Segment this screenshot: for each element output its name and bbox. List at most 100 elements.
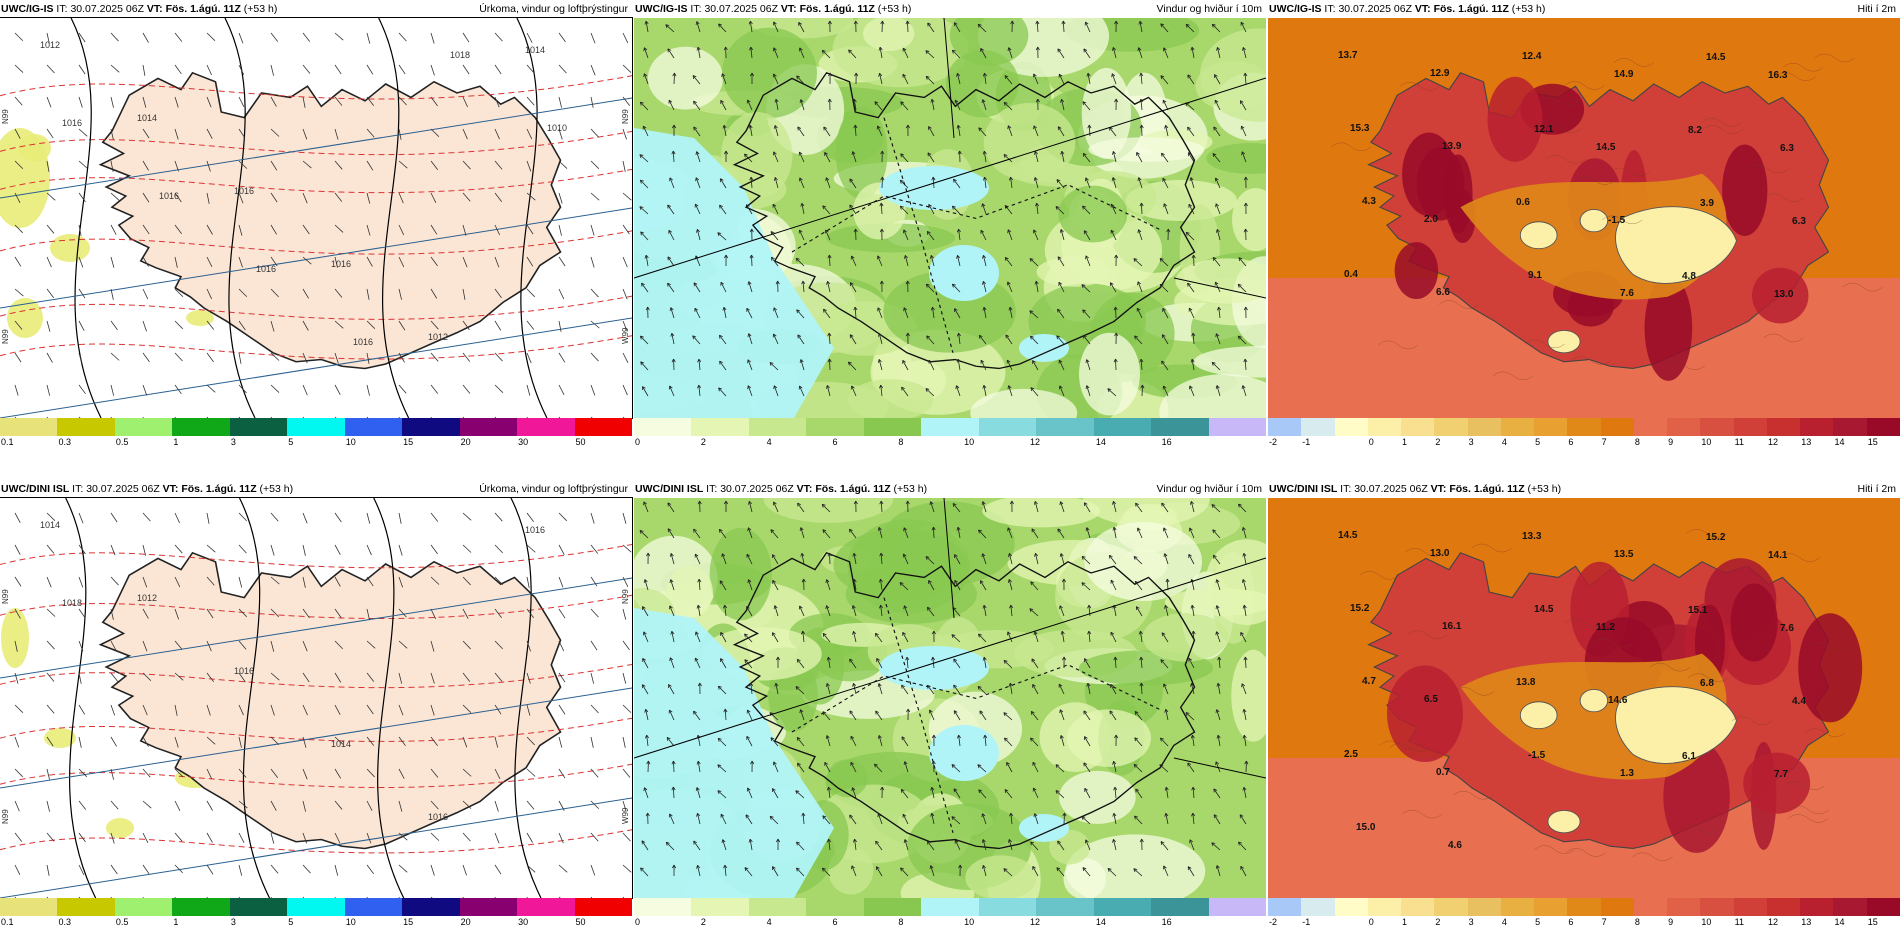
colorbar-tick-label: 2: [700, 917, 706, 927]
temperature-value-label: 0.7: [1436, 767, 1450, 778]
colorbar-tick-label: 12: [1767, 437, 1778, 447]
colorbar: 0.1 0.3 0.5 1 3 5 10 15 20 30 50: [0, 418, 633, 452]
grid-label: N99: [1, 329, 10, 344]
colorbar-swatch: [1567, 898, 1602, 916]
valid-time: Fös. 1.ágú. 11Z: [1433, 3, 1509, 15]
colorbar-swatch: [459, 898, 518, 916]
colorbar-swatch: [402, 418, 461, 436]
colorbar-tick-label: 1: [1402, 917, 1408, 927]
temperature-value-label: 4.3: [1362, 196, 1376, 207]
temperature-value-label: 6.5: [1424, 694, 1438, 705]
colorbar-swatch: [1467, 418, 1502, 436]
isobar-label: 1016: [234, 186, 254, 196]
temperature-value-label: 12.1: [1534, 124, 1554, 135]
colorbar-tick-label: 30: [518, 437, 529, 447]
colorbar: 0.1 0.3 0.5 1 3 5 10 15 20 30 50: [0, 898, 633, 932]
colorbar-swatch: [1301, 418, 1335, 436]
colorbar-swatch: [921, 898, 980, 916]
precip-map: 1012 1014 1016 1016 1012 1014 1016 1016 1016 1016…: [0, 17, 633, 419]
colorbar-tick-label: 15: [1867, 917, 1878, 927]
colorbar-tick-label: 0: [1368, 917, 1374, 927]
colorbar-swatch: [1367, 898, 1402, 916]
panel-temp-igis: UWC/IG-IS IT: 30.07.2025 06Z VT: Fös. 1.…: [1268, 0, 1900, 462]
colorbar-tick-label: 20: [460, 437, 471, 447]
init-time: 30.07.2025 06Z: [704, 3, 778, 15]
panel-temp-dini: UWC/DINI ISL IT: 30.07.2025 06Z VT: Fös.…: [1268, 480, 1900, 942]
temperature-value-label: 11.2: [1596, 622, 1615, 633]
colorbar-swatch: [229, 418, 288, 436]
colorbar-swatch: [114, 898, 173, 916]
temperature-map: 14.5 13.0 13.3 13.5 15.2 14.1 15.2 16.1 14.5 11.2…: [1268, 498, 1900, 898]
temperature-value-label: 15.0: [1356, 822, 1376, 833]
temperature-value-label: 6.3: [1792, 216, 1806, 227]
colorbar-swatch: [1733, 898, 1768, 916]
init-time: 30.07.2025 06Z: [70, 3, 144, 15]
colorbar-tick-label: 13: [1801, 437, 1812, 447]
colorbar-swatch: [1866, 898, 1900, 916]
temperature-value-label: 12.9: [1430, 68, 1450, 79]
colorbar-tick-label: 50: [575, 917, 586, 927]
lead-time: (+53 h): [1527, 483, 1562, 495]
init-time: 30.07.2025 06Z: [86, 483, 160, 495]
colorbar-tick-label: -1: [1302, 917, 1311, 927]
colorbar-tick-label: 14: [1834, 917, 1845, 927]
colorbar-swatch: [459, 418, 518, 436]
colorbar-swatch: [229, 898, 288, 916]
temperature-value-label: -1.5: [1528, 750, 1546, 761]
colorbar-swatch: [172, 898, 231, 916]
colorbar-swatch: [1766, 898, 1801, 916]
isobar-label: 1016: [525, 525, 545, 535]
isobar-label: 1018: [450, 50, 470, 60]
isobar-label: 1018: [62, 598, 82, 608]
temperature-value-label: 15.3: [1350, 123, 1370, 134]
temperature-value-label: 6.8: [1700, 678, 1714, 689]
panel-header: UWC/DINI ISL IT: 30.07.2025 06Z VT: Fös.…: [634, 480, 1266, 498]
valid-time: Fös. 1.ágú. 11Z: [1449, 483, 1525, 495]
colorbar-tick-label: 4: [766, 917, 772, 927]
model-name: UWC/IG-IS: [1, 3, 54, 15]
colorbar: 0 2 4 6 8 10 12 14 16: [634, 898, 1267, 932]
colorbar-swatch: [634, 418, 692, 436]
colorbar-swatch: [1534, 898, 1568, 916]
colorbar-swatch: [1467, 898, 1502, 916]
colorbar-tick-label: 3: [230, 917, 236, 927]
colorbar-swatch: [748, 898, 807, 916]
temperature-map-canvas: 13.7 12.9 12.4 14.9 14.5 16.3 15.3 13.9 12.1 14.5…: [1268, 18, 1900, 418]
valid-time: Fös. 1.ágú. 11Z: [815, 483, 891, 495]
temperature-map: 13.7 12.9 12.4 14.9 14.5 16.3 15.3 13.9 12.1 14.5…: [1268, 18, 1900, 418]
colorbar-tick-label: 14: [1095, 437, 1106, 447]
colorbar-tick-label: 6: [832, 917, 838, 927]
grid-label: N99: [621, 589, 630, 604]
isobar-label: 1016: [353, 337, 373, 347]
valid-time: Fös. 1.ágú. 11Z: [181, 483, 257, 495]
field-title: Hiti í 2m: [1857, 3, 1896, 15]
temperature-value-label: 16.1: [1442, 621, 1462, 632]
lead-time: (+53 h): [1511, 3, 1546, 15]
temperature-value-label: 2.0: [1424, 214, 1438, 225]
temperature-value-label: 6.3: [1780, 143, 1794, 154]
valid-time: Fös. 1.ágú. 11Z: [799, 3, 875, 15]
init-time: 30.07.2025 06Z: [720, 483, 794, 495]
panel-header: UWC/DINI ISL IT: 30.07.2025 06Z VT: Fös.…: [0, 480, 632, 498]
colorbar-swatch: [806, 898, 865, 916]
colorbar-tick-label: 5: [1535, 437, 1541, 447]
colorbar-tick-label: 0: [635, 917, 641, 927]
colorbar-swatch: [1667, 418, 1701, 436]
grid-label: N99: [1, 109, 10, 124]
temperature-value-label: 6.1: [1682, 751, 1696, 762]
isobar-label: 1014: [137, 113, 157, 123]
colorbar-swatch: [1800, 418, 1834, 436]
colorbar-swatch: [287, 418, 346, 436]
colorbar-swatch: [978, 898, 1037, 916]
colorbar-swatch: [1733, 418, 1768, 436]
colorbar-tick-label: 15: [403, 437, 414, 447]
model-name: UWC/IG-IS: [1269, 3, 1322, 15]
colorbar: 0 2 4 6 8 10 12 14 16: [634, 418, 1267, 452]
colorbar-tick-label: 11: [1734, 437, 1745, 447]
colorbar-tick-label: 0.1: [1, 917, 14, 927]
temperature-value-label: 16.3: [1768, 70, 1788, 81]
colorbar-swatch: [1434, 898, 1469, 916]
wind-map-canvas: [634, 18, 1266, 418]
temperature-value-label: 13.3: [1522, 531, 1542, 542]
colorbar-swatch: [1334, 898, 1369, 916]
